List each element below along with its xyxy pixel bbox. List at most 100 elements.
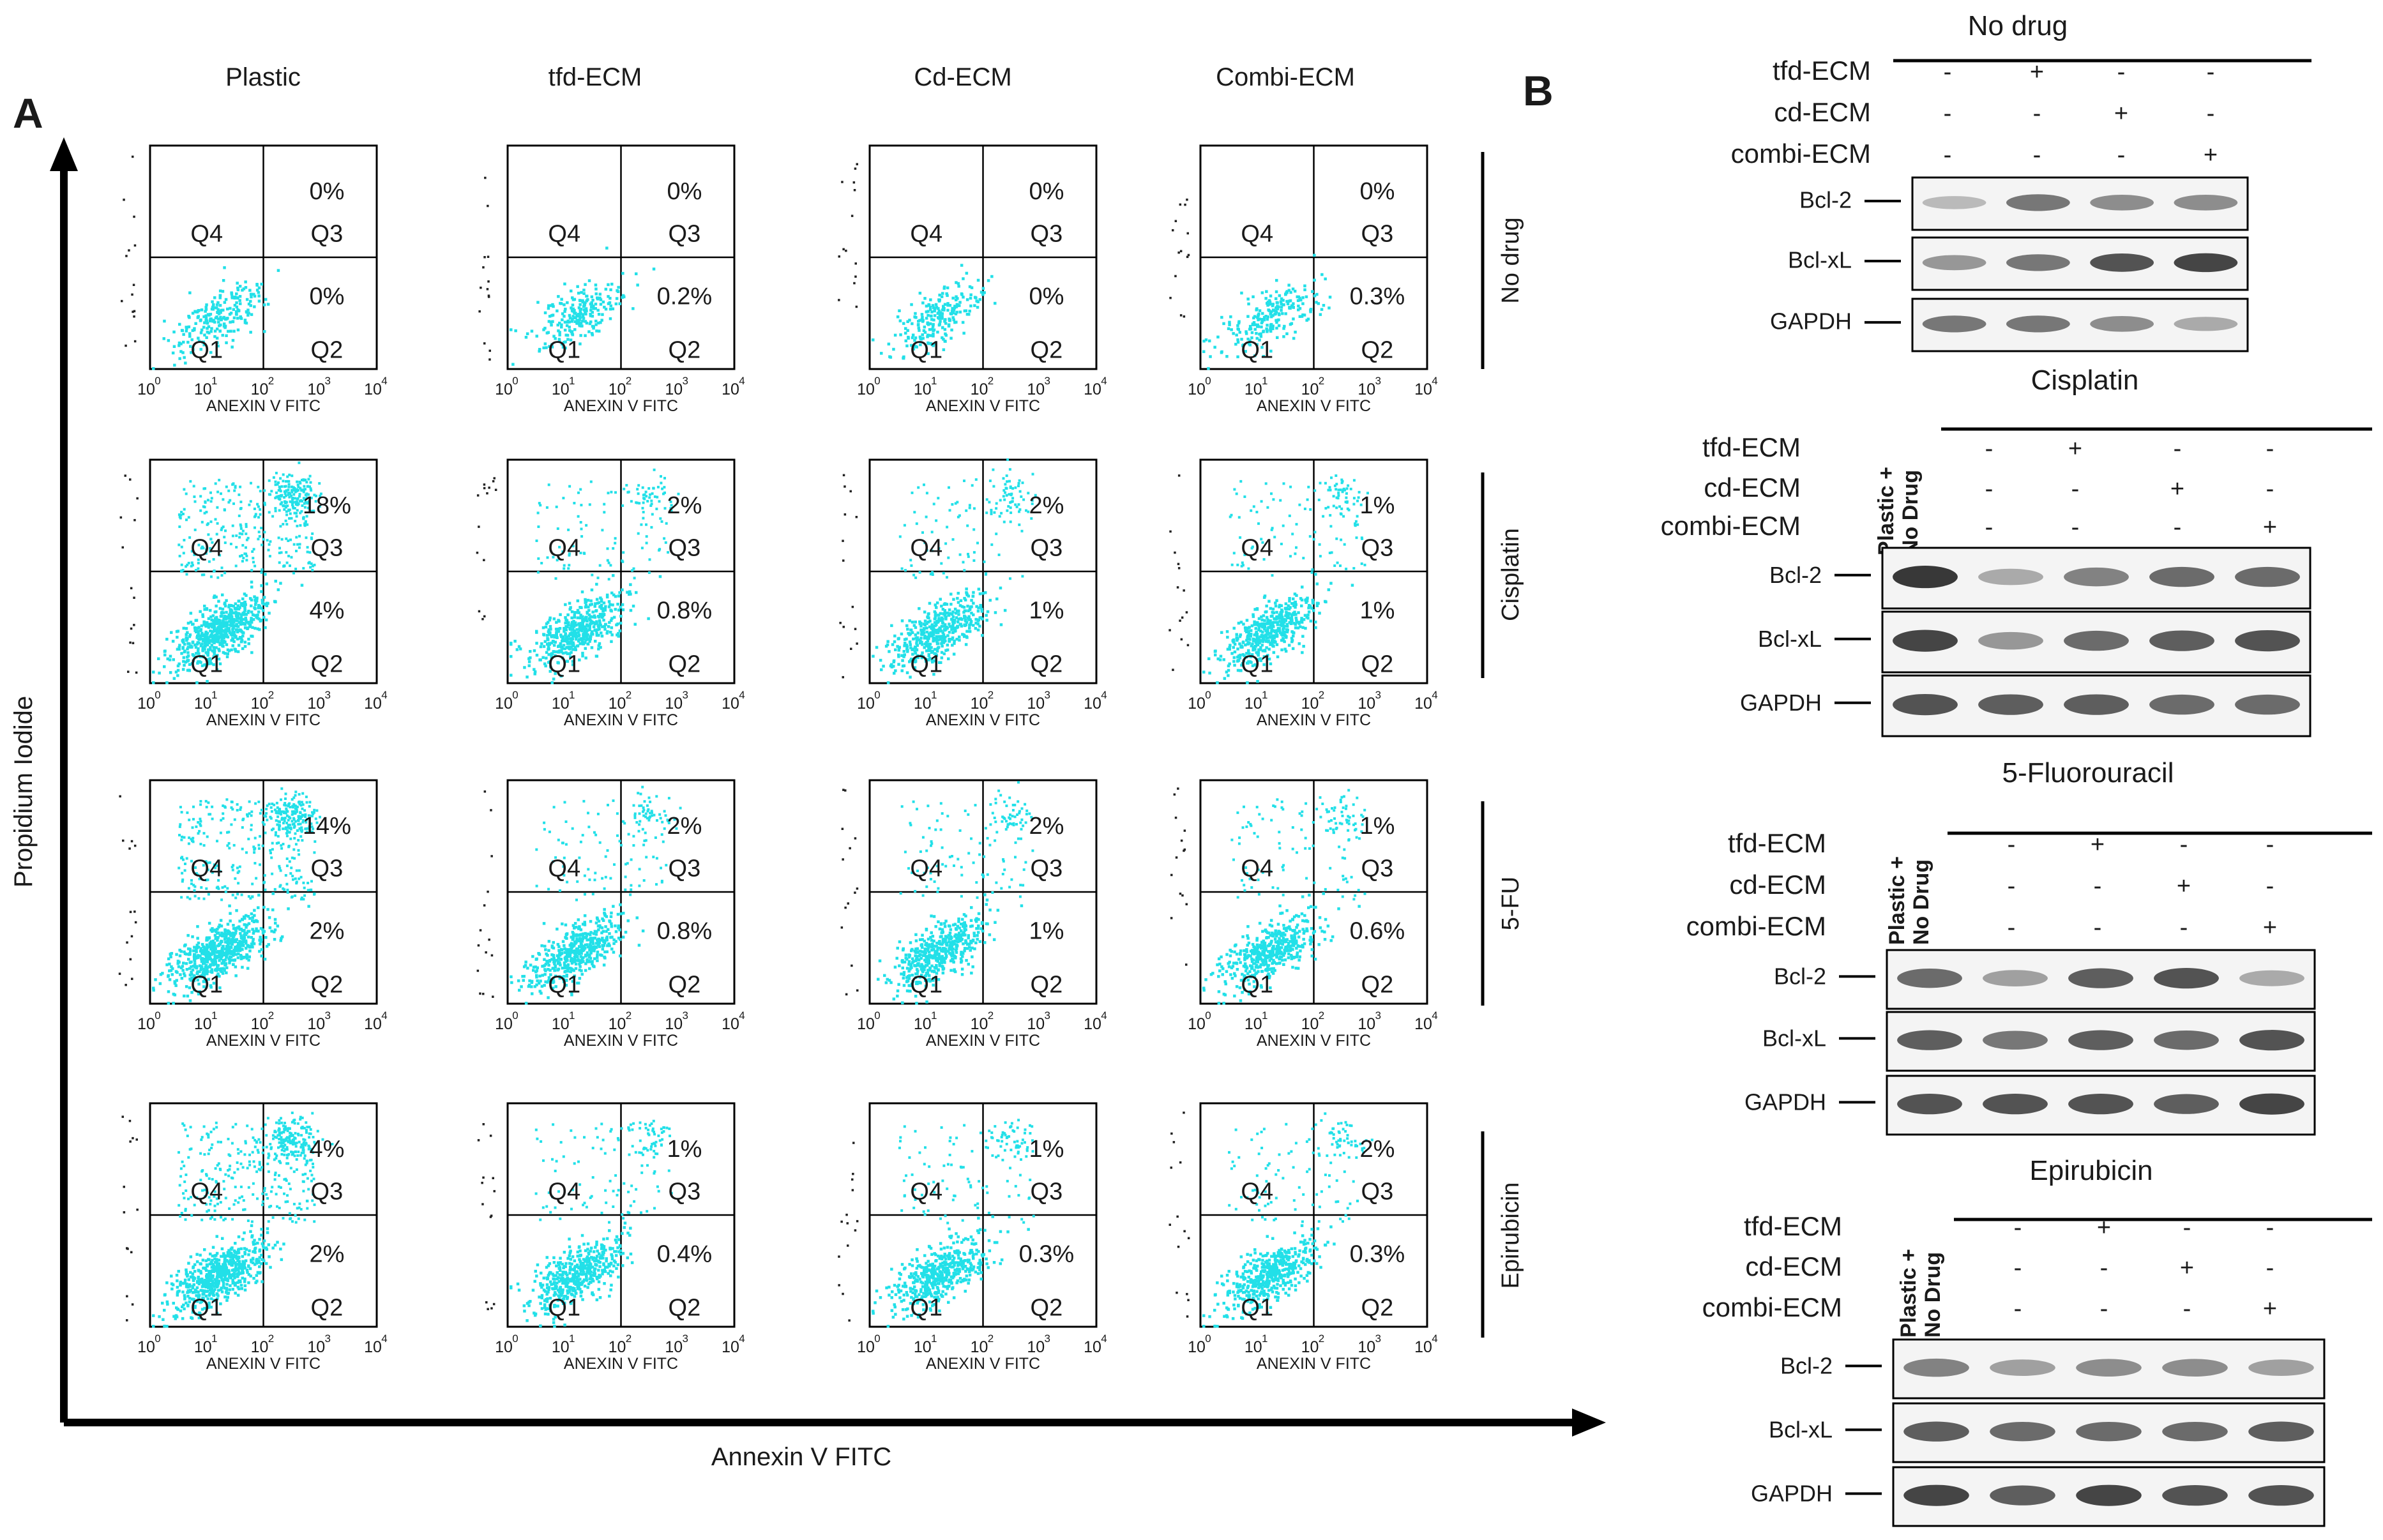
column-header: Combi-ECM [1216, 63, 1355, 91]
quadrant-label-q3: Q3 [669, 856, 701, 882]
protein-band [1983, 1094, 2048, 1115]
quadrant-label-q4: Q4 [190, 221, 223, 248]
quadrant-label-q2: Q2 [311, 1295, 344, 1322]
quadrant-label-q3: Q3 [311, 221, 344, 248]
blot-band-row: GAPDH [1740, 674, 2311, 737]
tick-exponent: 0 [512, 1332, 518, 1345]
quadrant-label-q2: Q2 [1031, 651, 1063, 678]
x-tick-label: 10 1 [1244, 375, 1268, 398]
tick-base: 10 [495, 1015, 513, 1033]
tick-base: 10 [1301, 695, 1319, 713]
condition-sign: + [2263, 914, 2277, 941]
condition-sign: - [2266, 873, 2274, 900]
q3-percentage: 1% [667, 1136, 702, 1163]
q2-percentage: 0.8% [657, 918, 713, 945]
tick-exponent: 2 [988, 1009, 994, 1022]
tick-exponent: 1 [1262, 375, 1267, 387]
x-tick-label: 10 0 [495, 1009, 518, 1033]
x-tick-label: 10 3 [665, 1009, 688, 1033]
quadrant-label-q4: Q4 [1241, 856, 1273, 882]
quadrant-label-q2: Q2 [1031, 1295, 1063, 1322]
x-tick-label: 10 4 [722, 689, 745, 713]
tick-base: 10 [1414, 1015, 1432, 1033]
tick-exponent: 4 [1432, 1009, 1437, 1022]
tick-base: 10 [722, 1338, 739, 1356]
tick-base: 10 [251, 1338, 269, 1356]
tick-exponent: 1 [1262, 689, 1267, 701]
tick-exponent: 0 [1205, 1009, 1211, 1022]
tick-exponent: 2 [626, 1332, 632, 1345]
quadrant-label-q1: Q1 [548, 337, 580, 364]
tick-base: 10 [137, 381, 155, 398]
condition-label: tfd-ECM [1773, 56, 1871, 86]
quadrant-label-q3: Q3 [1361, 856, 1394, 882]
tick-exponent: 4 [381, 1332, 387, 1345]
tick-base: 10 [1301, 1015, 1319, 1033]
tick-exponent: 4 [739, 1009, 745, 1022]
protein-band [2235, 694, 2300, 715]
x-tick-label: 10 4 [364, 1332, 388, 1356]
tick-exponent: 1 [569, 689, 575, 701]
tick-exponent: 0 [874, 689, 880, 701]
plot-x-axis-label: ANEXIN V FITC [206, 711, 321, 729]
x-tick-label: 10 4 [1084, 689, 1107, 713]
tick-base: 10 [194, 1338, 212, 1356]
x-tick-label: 10 2 [251, 689, 275, 713]
tick-exponent: 2 [1319, 1332, 1324, 1345]
row-label: No drug [1497, 217, 1524, 303]
tick-exponent: 3 [683, 1009, 688, 1022]
q2-percentage: 0% [309, 283, 344, 310]
x-tick-label: 10 3 [1027, 1009, 1050, 1033]
plot-x-axis-label: ANEXIN V FITC [564, 711, 678, 729]
blot-band-row: Bcl-2 [1774, 949, 2316, 1010]
tick-base: 10 [665, 1338, 683, 1356]
condition-sign: - [2183, 1214, 2191, 1241]
tick-base: 10 [722, 695, 739, 713]
event-dots [510, 785, 682, 1005]
column-header: Cd-ECM [914, 63, 1011, 91]
plot-x-axis-label: ANEXIN V FITC [926, 1032, 1040, 1050]
x-tick-label: 10 1 [552, 689, 575, 713]
x-tick-label: 10 0 [137, 375, 161, 398]
x-tick-label: 10 2 [251, 1009, 275, 1033]
tick-exponent: 0 [155, 375, 160, 387]
condition-sign: - [2008, 914, 2016, 941]
x-tick-label: 10 4 [1414, 689, 1438, 713]
quadrant-label-q1: Q1 [1241, 651, 1273, 678]
blot-band-row: Bcl-2 [1799, 176, 2249, 231]
quadrant-label-q4: Q4 [1241, 535, 1273, 562]
protein-band [1903, 1358, 1969, 1377]
q3-percentage: 2% [667, 492, 702, 519]
quadrant-label-q3: Q3 [311, 535, 344, 562]
condition-sign: - [2100, 1255, 2108, 1281]
quadrant-label-q2: Q2 [669, 1295, 701, 1322]
y-axis-title: Propidium Iodide [10, 696, 38, 887]
condition-sign: + [2263, 514, 2277, 541]
plastic-lane-label: Plastic + [1885, 856, 1909, 945]
condition-sign: - [1944, 142, 1952, 169]
blot-band-row: GAPDH [1770, 298, 2249, 352]
tick-base: 10 [1027, 1338, 1045, 1356]
quadrant-label-q4: Q4 [190, 1179, 223, 1205]
x-tick-label: 10 4 [722, 1332, 745, 1356]
q3-percentage: 4% [309, 1136, 344, 1163]
event-dots [152, 461, 322, 684]
x-tick-label: 10 4 [364, 375, 388, 398]
tick-exponent: 0 [1205, 1332, 1211, 1345]
event-dots [877, 781, 1034, 1005]
x-tick-label: 10 4 [364, 1009, 388, 1033]
quadrant-label-q2: Q2 [669, 337, 701, 364]
condition-sign: - [2071, 514, 2080, 541]
tick-base: 10 [857, 1015, 875, 1033]
tick-base: 10 [665, 695, 683, 713]
protein-band [1978, 568, 2043, 585]
y-axis-arrowhead [50, 137, 78, 171]
tick-exponent: 4 [739, 375, 745, 387]
protein-band [1978, 631, 2043, 650]
quadrant-label-q1: Q1 [190, 972, 223, 999]
tick-base: 10 [1358, 1338, 1375, 1356]
plot-x-axis-label: ANEXIN V FITC [926, 1355, 1040, 1373]
